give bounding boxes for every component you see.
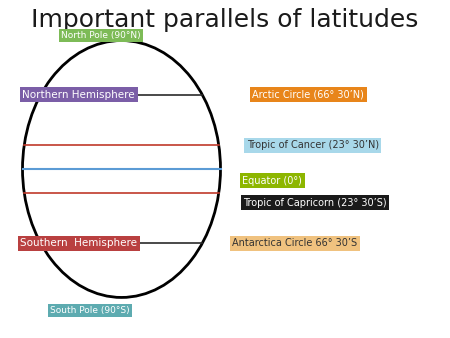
Text: South Pole (90°S): South Pole (90°S) (50, 306, 130, 315)
Text: Important parallels of latitudes: Important parallels of latitudes (32, 8, 419, 32)
Text: Southern  Hemisphere: Southern Hemisphere (20, 238, 137, 248)
Text: Tropic of Cancer (23° 30’N): Tropic of Cancer (23° 30’N) (247, 140, 379, 150)
Text: Tropic of Capricorn (23° 30’S): Tropic of Capricorn (23° 30’S) (243, 198, 387, 208)
Text: Northern Hemisphere: Northern Hemisphere (22, 90, 135, 100)
Text: Arctic Circle (66° 30’N): Arctic Circle (66° 30’N) (252, 90, 364, 100)
Text: North Pole (90°N): North Pole (90°N) (62, 31, 141, 40)
Text: Equator (0°): Equator (0°) (242, 176, 302, 186)
Text: Antarctica Circle 66° 30’S: Antarctica Circle 66° 30’S (232, 238, 357, 248)
